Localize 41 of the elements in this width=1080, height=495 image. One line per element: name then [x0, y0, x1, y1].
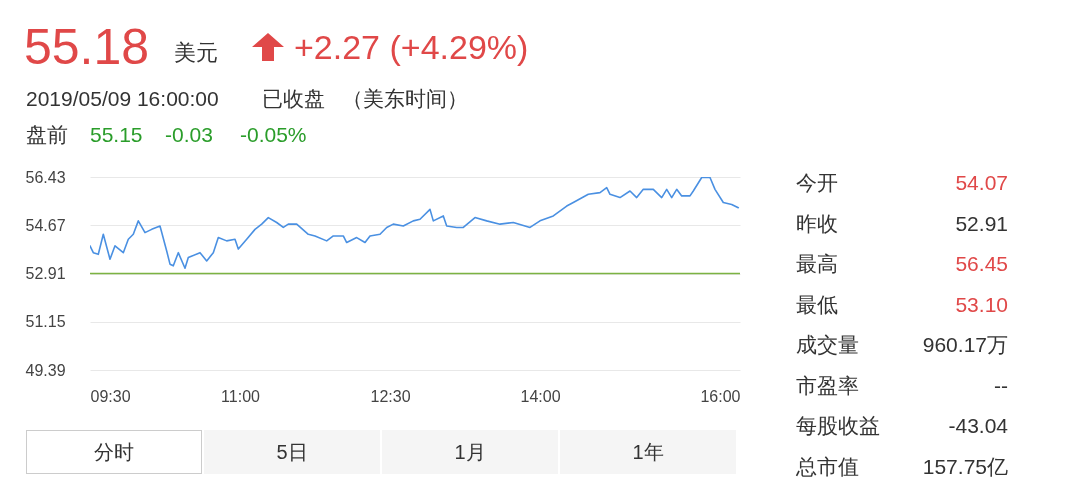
y-tick-label: 52.91: [25, 265, 66, 282]
y-tick-label: 49.39: [25, 361, 66, 379]
x-tick-label: 09:30: [90, 387, 131, 405]
text: 最高: [796, 252, 838, 275]
line-series: [90, 177, 740, 270]
text: 每股收益: [796, 414, 880, 437]
text: 分时: [26, 430, 202, 474]
text: 盘前: [26, 123, 68, 146]
text: 52.91: [955, 211, 1008, 235]
x-tick-label: 11:00: [221, 387, 261, 405]
text: 美元: [174, 40, 218, 65]
y-tick-label: 54.67: [25, 216, 66, 234]
text: 成交量: [796, 333, 859, 356]
text: 54.07: [955, 171, 1008, 194]
text: （美东时间）: [342, 87, 468, 110]
text: 昨收: [796, 211, 838, 235]
text: 今开: [796, 171, 838, 194]
text: 960.17万: [922, 333, 1008, 356]
x-tick-label: 12:30: [370, 387, 411, 405]
x-tick-label: 14:00: [520, 387, 561, 405]
text: 1年: [560, 430, 736, 474]
text: -0.05%: [240, 123, 307, 146]
text: 总市值: [796, 454, 859, 478]
chart-title: 55.18: [24, 19, 150, 75]
text: 已收盘: [262, 87, 325, 110]
text: 1月: [382, 430, 558, 474]
text: 55.15: [90, 123, 143, 146]
text: 157.75亿: [922, 454, 1008, 478]
text: 5日: [204, 430, 380, 474]
text: 市盈率: [796, 373, 859, 397]
text: 最低: [796, 292, 838, 316]
x-tick-label: 16:00: [700, 387, 741, 405]
text: -0.03: [165, 123, 213, 146]
text: 53.10: [955, 292, 1008, 316]
text: 56.45: [955, 252, 1008, 275]
text: 2019/05/09 16:00:00: [26, 87, 219, 110]
y-tick-label: 56.43: [25, 168, 66, 186]
text: -43.04: [948, 414, 1008, 437]
y-tick-label: 51.15: [25, 313, 66, 331]
text: +2.27 (+4.29%): [294, 28, 529, 66]
text: --: [994, 373, 1008, 397]
